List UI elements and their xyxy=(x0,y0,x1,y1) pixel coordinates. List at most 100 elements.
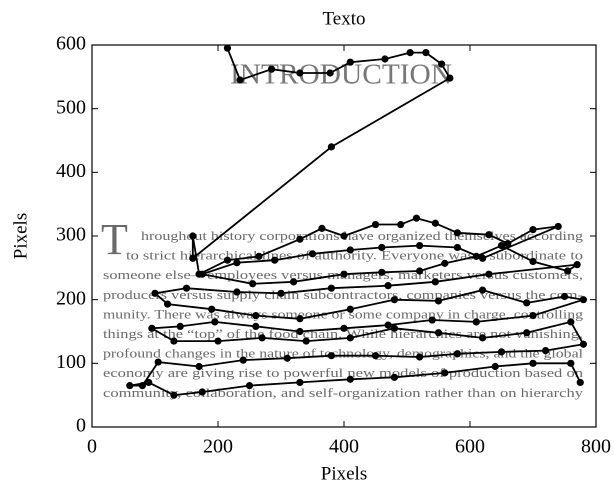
fixation-point xyxy=(189,254,197,262)
fixation-point xyxy=(441,369,449,377)
fixation-point xyxy=(564,267,572,275)
fixation-point xyxy=(340,324,348,332)
fixation-point xyxy=(431,278,439,286)
y-axis-title: Pixels xyxy=(10,213,31,259)
fixation-point xyxy=(434,297,443,305)
fixation-point xyxy=(567,318,575,326)
fixation-point xyxy=(164,300,172,308)
fixation-point xyxy=(381,55,389,63)
fixation-point xyxy=(170,337,178,345)
fixation-point xyxy=(431,219,439,227)
fixation-point xyxy=(151,289,159,297)
x-tick-label: 600 xyxy=(455,436,485,458)
x-tick-label: 0 xyxy=(87,436,97,458)
image-text-line: munity. There was always someone or some… xyxy=(103,306,584,321)
fixation-point xyxy=(255,252,263,260)
fixation-point xyxy=(479,286,487,294)
image-text-line: profound changes in the nature of techno… xyxy=(103,346,583,361)
fixation-point xyxy=(198,270,206,278)
fixation-point xyxy=(211,318,219,326)
fixation-point xyxy=(258,334,266,342)
fixation-point xyxy=(390,324,398,332)
fixation-point xyxy=(296,69,304,77)
fixation-point xyxy=(327,352,335,360)
fixation-point xyxy=(416,353,424,361)
fixation-point xyxy=(529,359,537,367)
fixation-point xyxy=(283,354,291,362)
fixation-point xyxy=(252,311,260,320)
fixation-point xyxy=(579,296,588,304)
fixation-point xyxy=(214,337,222,345)
image-text-line: hroughout history corporations have orga… xyxy=(141,228,584,243)
fixation-point xyxy=(504,240,512,248)
fixation-point xyxy=(346,375,354,383)
fixation-point xyxy=(170,391,178,399)
fixation-point xyxy=(290,278,298,286)
fixation-point xyxy=(302,337,310,345)
fixation-point xyxy=(271,256,279,264)
fixation-point xyxy=(176,322,184,331)
fixation-point xyxy=(485,270,493,278)
fixation-point xyxy=(308,250,317,258)
fixation-point xyxy=(472,318,480,326)
fixation-point xyxy=(529,226,537,234)
fixation-point xyxy=(296,378,304,387)
fixation-point xyxy=(422,49,430,57)
image-text-line: producers versus supply chain subcontrac… xyxy=(103,287,583,302)
fixation-point xyxy=(318,224,326,232)
fixation-point xyxy=(479,254,487,262)
fixation-point xyxy=(491,362,499,371)
fixation-point xyxy=(327,143,335,151)
fixation-point xyxy=(236,76,244,84)
chart-title: Texto xyxy=(323,8,366,29)
fixation-point xyxy=(434,329,443,337)
fixation-point xyxy=(145,378,153,387)
fixation-point xyxy=(390,296,398,304)
fixation-point xyxy=(567,359,575,367)
fixation-point xyxy=(412,214,421,222)
fixation-point xyxy=(245,382,254,390)
fixation-point xyxy=(576,378,584,387)
fixation-point xyxy=(441,259,449,267)
fixation-point xyxy=(198,388,206,396)
fixation-point xyxy=(479,334,487,342)
fixation-point xyxy=(296,235,304,243)
x-tick-label: 800 xyxy=(581,436,611,458)
fixation-point xyxy=(573,261,581,269)
fixation-point xyxy=(453,243,461,252)
x-axis-title: Pixels xyxy=(321,463,367,484)
fixation-point xyxy=(182,284,191,292)
fixation-point xyxy=(378,243,386,252)
fixation-point xyxy=(497,348,506,356)
fixation-point xyxy=(267,65,276,73)
fixation-point xyxy=(485,231,493,239)
fixation-point xyxy=(223,256,232,264)
fixation-point xyxy=(542,347,550,355)
fixation-point xyxy=(416,241,424,250)
fixation-point xyxy=(126,382,134,390)
fixation-point xyxy=(326,69,334,77)
fixation-point xyxy=(346,246,354,254)
fixation-point xyxy=(346,305,354,313)
fixation-point xyxy=(446,74,454,82)
fixation-point xyxy=(138,382,146,390)
fixation-point xyxy=(438,60,446,68)
y-tick-label: 300 xyxy=(56,224,86,246)
fixation-point xyxy=(497,241,506,250)
fixation-point xyxy=(327,284,335,292)
image-text-line: things at the “top” of the food chain. W… xyxy=(103,326,583,341)
fixation-point xyxy=(390,373,398,381)
fixation-point xyxy=(384,282,392,290)
x-tick-label: 200 xyxy=(203,436,233,458)
fixation-point xyxy=(529,257,537,266)
fixation-point xyxy=(233,288,241,296)
y-tick-label: 100 xyxy=(56,351,86,373)
fixation-point xyxy=(154,358,162,366)
fixation-point xyxy=(148,324,156,332)
fixation-point xyxy=(428,316,436,324)
fixation-point xyxy=(346,58,354,66)
x-tick-label: 400 xyxy=(329,436,359,458)
